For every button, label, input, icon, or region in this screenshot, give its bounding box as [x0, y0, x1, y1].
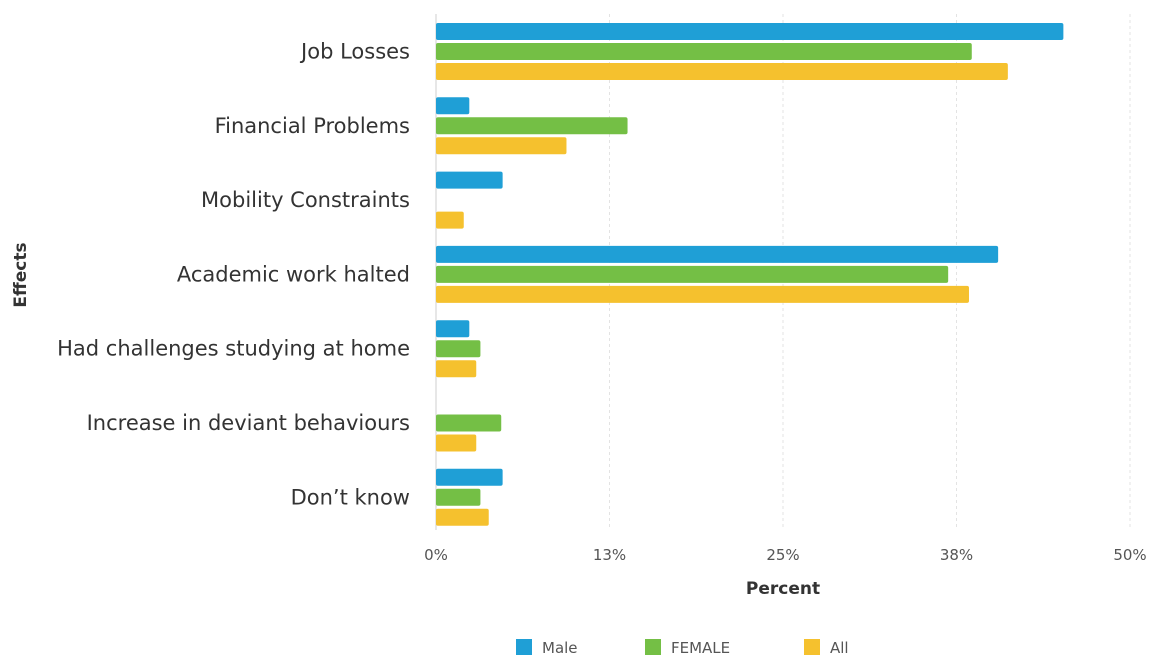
bar-female [436, 488, 481, 506]
bar-female [436, 340, 481, 358]
bar-all [436, 508, 489, 526]
category-label: Increase in deviant behaviours [87, 411, 410, 435]
legend-label: Male [542, 639, 578, 656]
bar-male [436, 23, 1064, 40]
legend: Male FEMALE All [516, 639, 849, 656]
x-tick-label: 50% [1113, 546, 1146, 564]
x-axis-title: Percent [746, 579, 820, 599]
bar-male [436, 468, 503, 486]
bar-female [436, 117, 628, 135]
legend-label: FEMALE [671, 639, 730, 656]
x-tick-label: 38% [940, 546, 973, 564]
bar-male [436, 171, 503, 189]
bar-all [436, 360, 477, 378]
legend-label: All [830, 639, 849, 656]
x-tick-label: 13% [593, 546, 626, 564]
bar-all [436, 285, 969, 303]
category-label: Academic work halted [177, 262, 410, 286]
bars [436, 23, 1064, 526]
x-tick-labels: 0% 13% 25% 38% 50% [424, 546, 1147, 564]
bar-female [436, 265, 949, 283]
category-label: Job Losses [299, 40, 410, 64]
bar-all [436, 211, 464, 229]
bar-all [436, 434, 477, 452]
legend-swatch [645, 639, 661, 655]
bar-male [436, 320, 470, 338]
bar-female [436, 43, 972, 60]
bar-female [436, 414, 502, 432]
y-axis-title: Effects [11, 242, 31, 307]
category-label: Financial Problems [215, 114, 410, 138]
category-labels: Job Losses Financial Problems Mobility Con… [57, 40, 410, 510]
bar-male [436, 245, 999, 263]
bar-all [436, 137, 567, 155]
bar-male [436, 97, 470, 115]
category-label: Don’t know [291, 485, 410, 509]
bar-all [436, 63, 1008, 80]
category-label: Mobility Constraints [201, 188, 410, 212]
x-tick-label: 25% [766, 546, 799, 564]
x-tick-label: 0% [424, 546, 448, 564]
category-label: Had challenges studying at home [57, 337, 410, 361]
legend-swatch [516, 639, 532, 655]
legend-swatch [804, 639, 820, 655]
